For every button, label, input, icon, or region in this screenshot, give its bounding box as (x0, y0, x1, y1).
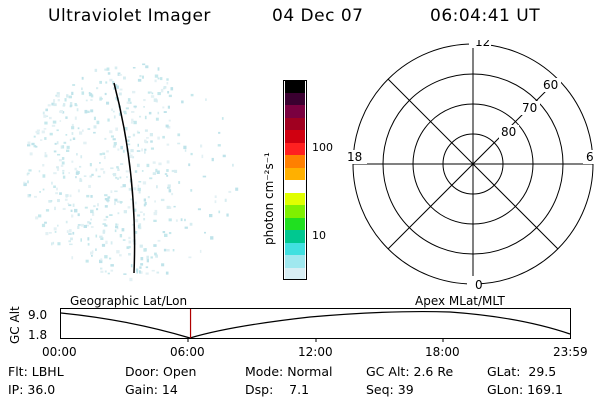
ip-info: IP: 36.0 (8, 382, 56, 397)
colorbar-frame (283, 80, 307, 280)
xtick-0600: 06:00 (170, 345, 205, 359)
xtick-1200: 12:00 (298, 345, 333, 359)
time-label: 06:04:41 UT (430, 6, 541, 26)
mlat-label-70: 70 (522, 101, 537, 115)
colorbar-unit-label: photon cm⁻²s⁻¹ (262, 152, 276, 245)
mode-info: Mode: Normal (245, 364, 333, 379)
colorbar-tick-100: 100 (312, 141, 333, 154)
colorbar-segment (285, 180, 305, 193)
colorbar (285, 80, 305, 280)
xtick-0000: 00:00 (42, 345, 77, 359)
ytick-1-8: 1.8 (28, 328, 48, 342)
apex-title: Apex MLat/MLT (415, 294, 505, 308)
colorbar-segment (285, 117, 305, 130)
gain-info: Gain: 14 (125, 382, 178, 397)
glat-info: GLat: 29.5 (487, 364, 557, 379)
colorbar-segment (285, 267, 305, 280)
gc-alt-info: GC Alt: 2.6 Re (366, 364, 454, 379)
colorbar-segment (285, 155, 305, 168)
glon-info: GLon: 169.1 (487, 382, 563, 397)
ytick-9: 9.0 (28, 308, 48, 322)
terminator-line (113, 82, 136, 274)
door-info: Door: Open (125, 364, 197, 379)
xtick-1800: 18:00 (425, 345, 460, 359)
uv-image-panel (23, 63, 239, 282)
colorbar-segment (285, 92, 305, 105)
dsp-info: Dsp: 7.1 (245, 382, 310, 397)
colorbar-segment (285, 242, 305, 255)
xtick-2359: 23:59 (553, 345, 588, 359)
colorbar-tick-10: 10 (312, 229, 326, 242)
altitude-curve (60, 310, 571, 339)
colorbar-segment (285, 130, 305, 143)
colorbar-segment (285, 255, 305, 268)
colorbar-segment (285, 205, 305, 218)
mlt-label-18: 18 (347, 150, 362, 164)
filter-info: Flt: LBHL (8, 364, 64, 379)
mlt-label-12: 12 (475, 40, 490, 49)
polar-grid: 12 0 18 6 60 70 80 (345, 40, 597, 292)
colorbar-segment (285, 230, 305, 243)
aurora-emission-speckles (23, 63, 239, 282)
mlt-label-6: 6 (586, 150, 594, 164)
instrument-title: Ultraviolet Imager (48, 6, 211, 26)
colorbar-segment (285, 167, 305, 180)
geographic-title: Geographic Lat/Lon (70, 294, 188, 308)
seq-info: Seq: 39 (366, 382, 414, 397)
colorbar-segment (285, 80, 305, 93)
colorbar-segment (285, 142, 305, 155)
gc-alt-axis-label: GC Alt (8, 306, 22, 344)
mlat-label-80: 80 (501, 125, 516, 139)
colorbar-segment (285, 105, 305, 118)
altitude-timeline-plot (60, 308, 571, 342)
date-label: 04 Dec 07 (272, 6, 364, 26)
mlat-label-60: 60 (543, 78, 558, 92)
colorbar-segment (285, 217, 305, 230)
colorbar-segment (285, 192, 305, 205)
mlt-label-0: 0 (475, 278, 483, 292)
